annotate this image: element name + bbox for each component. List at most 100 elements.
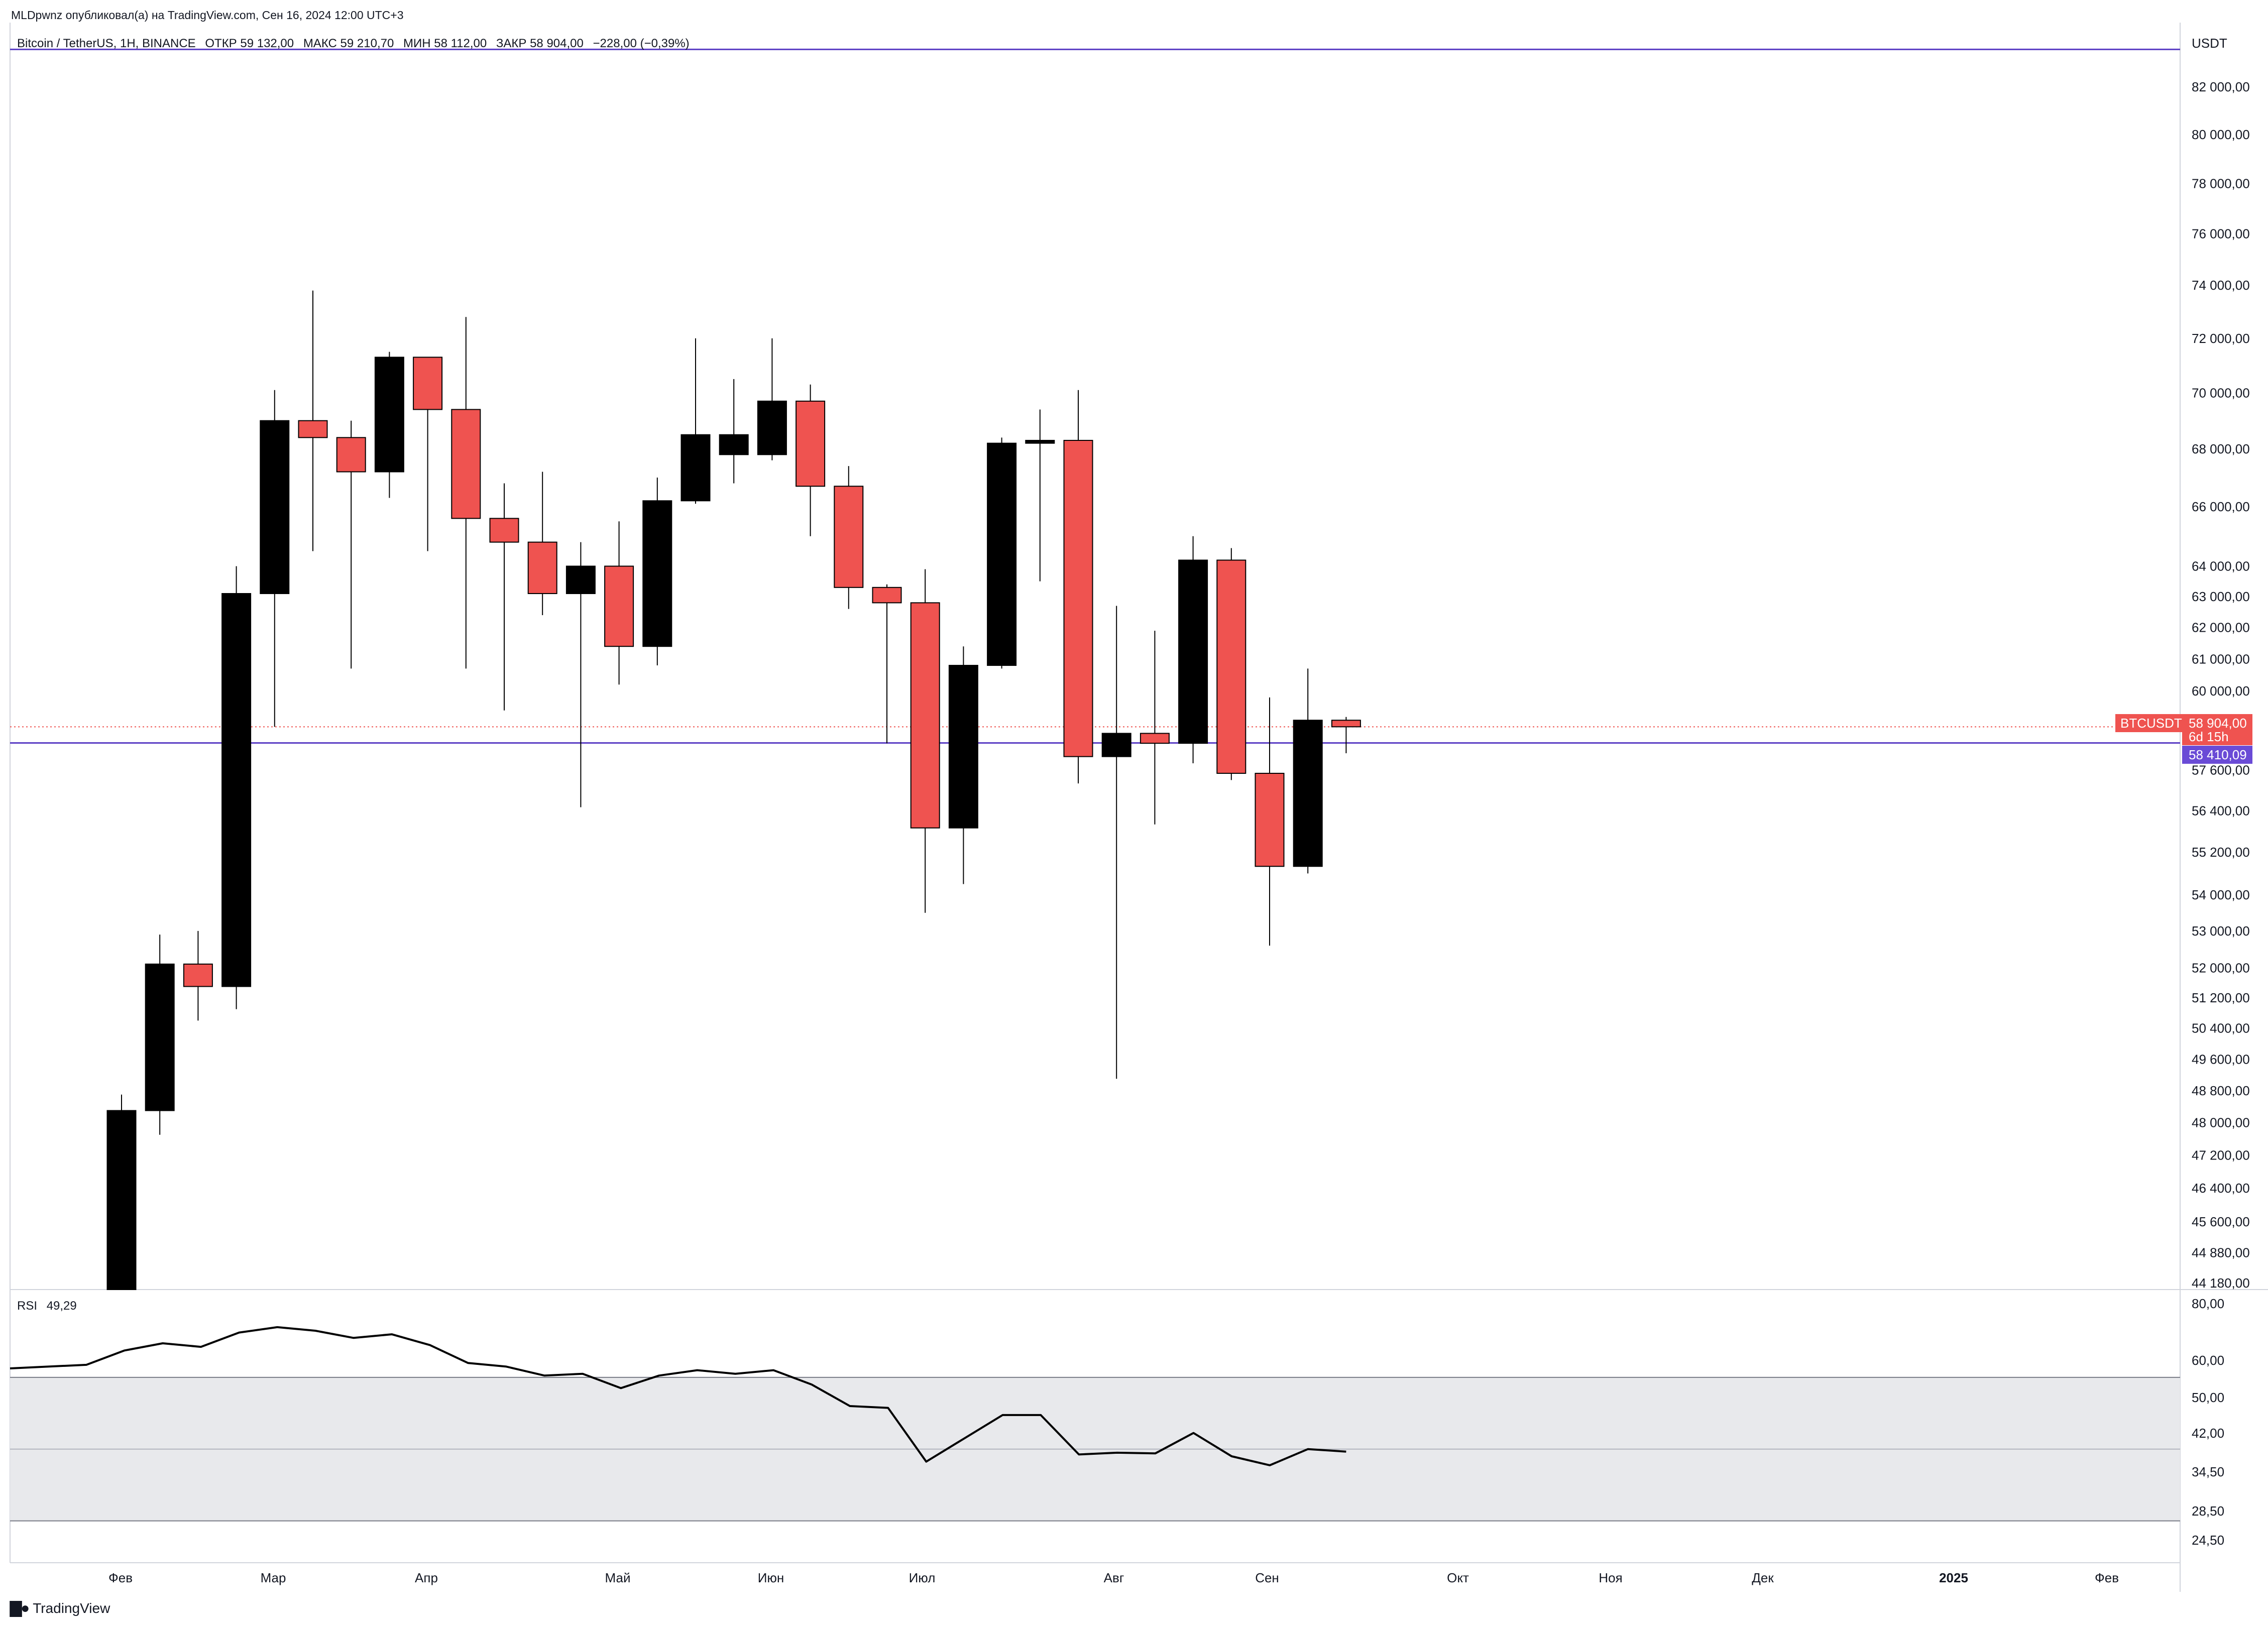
candle — [145, 935, 175, 1135]
price-tick-label: 51 200,00 — [2192, 990, 2250, 1005]
candle-body — [642, 500, 672, 647]
candle-body — [948, 665, 978, 829]
price-tick-label: 60 000,00 — [2192, 683, 2250, 699]
candle-body — [872, 587, 902, 604]
candle-body — [336, 437, 366, 473]
price-tick-label: 48 800,00 — [2192, 1083, 2250, 1098]
candle — [527, 472, 557, 615]
price-tick-label: 74 000,00 — [2192, 278, 2250, 293]
price-tick-label: 54 000,00 — [2192, 887, 2250, 902]
rsi-axis[interactable]: 80,00 60,00 50,00 42,00 34,50 28,50 24,50 — [2192, 1296, 2224, 1548]
price-tick-label: 70 000,00 — [2192, 385, 2250, 400]
candle-body — [374, 357, 404, 473]
candle-body — [681, 434, 711, 502]
rsi-tick-label: 28,50 — [2192, 1503, 2224, 1519]
countdown-label: 6d 15h — [2189, 729, 2229, 744]
price-tick-label: 72 000,00 — [2192, 331, 2250, 346]
candle-body — [451, 409, 481, 519]
candle-body — [221, 593, 252, 987]
candle — [489, 483, 519, 711]
candle-body — [1178, 559, 1208, 744]
svg-text:Bitcoin / TetherUS, 1Н, BINANC: Bitcoin / TetherUS, 1Н, BINANCE ОТКР 59 … — [17, 37, 690, 50]
price-tick-label: 82 000,00 — [2192, 79, 2250, 94]
candle-body — [413, 357, 443, 410]
footer-brand: TradingView — [33, 1600, 110, 1616]
publisher-header: MLDpwnz опубликовал(а) на TradingView.co… — [11, 9, 404, 22]
candlestick-series[interactable] — [106, 290, 1361, 1291]
candle — [910, 569, 940, 913]
candle-body — [1101, 733, 1131, 757]
time-label: Июл — [909, 1570, 936, 1585]
candle-body — [527, 541, 557, 595]
current-symbol-tag: BTCUSDT — [2120, 716, 2182, 731]
legend-low-value: 58 112,00 — [434, 37, 487, 50]
tradingview-logo[interactable]: ▇● TradingView — [10, 1598, 110, 1618]
time-label: Июн — [758, 1570, 784, 1585]
candle — [298, 290, 328, 551]
current-price-label: 58 904,00 — [2189, 716, 2247, 731]
rsi-label: RSI — [17, 1299, 37, 1313]
candle — [1140, 630, 1170, 825]
line-price-label: 58 410,09 — [2189, 747, 2247, 762]
time-label: Авг — [1104, 1570, 1124, 1585]
legend-open-label: ОТКР — [205, 37, 237, 50]
rsi-tick-label: 34,50 — [2192, 1464, 2224, 1479]
candle — [1331, 717, 1361, 753]
candle — [719, 379, 749, 484]
legend-high-label: МАКС — [303, 37, 337, 50]
rsi-line[interactable] — [10, 1326, 1346, 1466]
time-label: Май — [605, 1570, 631, 1585]
legend-low-label: МИН — [403, 37, 431, 50]
price-tick-label: 44 180,00 — [2192, 1275, 2250, 1291]
price-tick-label: 49 600,00 — [2192, 1052, 2250, 1067]
candle-body — [145, 963, 175, 1111]
legend-close-value: 58 904,00 — [530, 37, 584, 50]
current-price-tag: BTCUSDT 58 904,00 6d 15h — [2115, 714, 2252, 745]
candle — [413, 357, 443, 551]
candle-body — [1140, 733, 1170, 744]
candle-body — [719, 434, 749, 455]
rsi-tick-label: 80,00 — [2192, 1296, 2224, 1311]
candle — [642, 478, 672, 666]
candle — [260, 390, 290, 727]
legend-symbol: Bitcoin / TetherUS, 1Н, BINANCE — [17, 37, 196, 50]
candle — [872, 584, 902, 744]
time-axis[interactable]: Фев Мар Апр Май Июн Июл Авг Сен Окт Ноя Дек 2025 Фев — [108, 1570, 2119, 1585]
candle-body — [1331, 720, 1361, 728]
candle — [681, 338, 711, 504]
price-tick-label: 46 400,00 — [2192, 1181, 2250, 1196]
price-tick-label: 62 000,00 — [2192, 620, 2250, 635]
rsi-value: 49,29 — [47, 1299, 77, 1313]
candle-body — [298, 420, 328, 438]
candle — [948, 646, 978, 884]
candle — [1293, 668, 1323, 874]
price-tick-label: 45 600,00 — [2192, 1214, 2250, 1229]
horizontal-lines[interactable] — [10, 48, 2180, 744]
candle — [565, 542, 596, 807]
candle — [796, 384, 826, 536]
candle — [336, 420, 366, 669]
candle — [987, 437, 1017, 669]
time-label: Апр — [415, 1570, 438, 1585]
candle-body — [1293, 720, 1323, 867]
rsi-tick-label: 24,50 — [2192, 1533, 2224, 1548]
price-tick-label: 66 000,00 — [2192, 499, 2250, 514]
price-tick-label: 56 400,00 — [2192, 803, 2250, 818]
time-label: Дек — [1752, 1570, 1774, 1585]
symbol-legend: Bitcoin / TetherUS, 1Н, BINANCE ОТКР 59 … — [17, 37, 690, 50]
price-tick-label: 61 000,00 — [2192, 651, 2250, 666]
candle-body — [183, 963, 213, 987]
price-axis[interactable]: 82 000,00 80 000,00 78 000,00 76 000,00 74 0… — [2192, 79, 2250, 1291]
time-label: Ноя — [1599, 1570, 1622, 1585]
rsi-tick-label: 42,00 — [2192, 1426, 2224, 1441]
candle-body — [834, 486, 864, 588]
candle-body — [757, 400, 787, 455]
candle-body — [604, 565, 634, 647]
price-tick-label: 63 000,00 — [2192, 589, 2250, 604]
candle — [106, 1094, 137, 1291]
candle-body — [565, 565, 596, 595]
rsi-tick-label: 50,00 — [2192, 1390, 2224, 1405]
candle — [1178, 536, 1208, 763]
candle-body — [106, 1110, 137, 1291]
